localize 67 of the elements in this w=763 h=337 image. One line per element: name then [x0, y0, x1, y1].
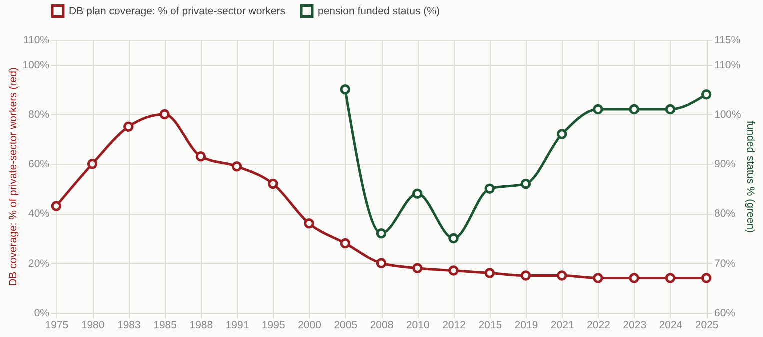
- point: [556, 129, 568, 140]
- x-tick-label: 1975: [45, 320, 69, 332]
- point: [160, 109, 170, 120]
- point: [51, 201, 62, 212]
- point: [232, 161, 242, 172]
- point: [701, 273, 712, 284]
- point: [701, 89, 712, 100]
- point: [376, 258, 387, 268]
- x-tick-label: 2015: [478, 320, 502, 332]
- x-tick-label: 1980: [81, 320, 105, 332]
- x-tick-label: 2025: [695, 320, 719, 332]
- x-tick-label: 1988: [190, 320, 214, 332]
- point: [665, 104, 676, 115]
- y2-tick-label: 100%: [714, 108, 742, 121]
- x-tick-label: 2024: [659, 320, 683, 332]
- point: [629, 104, 640, 115]
- point: [520, 178, 532, 190]
- y2-tick-label: 115%: [714, 34, 741, 46]
- point: [87, 158, 98, 170]
- point: [268, 178, 278, 190]
- point: [593, 273, 604, 284]
- point: [304, 218, 314, 229]
- point: [412, 263, 423, 274]
- point: [629, 273, 640, 284]
- x-tick-label: 2012: [442, 320, 466, 332]
- x-tick-label: 2008: [370, 320, 394, 332]
- point: [593, 104, 604, 115]
- x-tick-label: 2000: [298, 320, 322, 332]
- x-tick-label: 2023: [623, 320, 647, 332]
- point: [665, 273, 676, 284]
- x-tick-label: 2021: [550, 320, 574, 332]
- y2-tick-label: 70%: [714, 258, 736, 270]
- y-tick-label: 0%: [34, 308, 50, 320]
- y-tick-label: 100%: [22, 59, 50, 72]
- x-tick-label: 2005: [334, 320, 358, 332]
- y-tick-label: 80%: [28, 108, 50, 121]
- y2-axis-title: funded status % (green): [744, 120, 756, 234]
- point: [556, 270, 568, 281]
- legend-label: DB plan coverage: % of private-sector workers: [69, 5, 286, 18]
- x-tick-label: 1995: [262, 320, 286, 332]
- point: [484, 184, 495, 194]
- x-tick-label: 1983: [117, 320, 141, 332]
- y2-tick-label: 90%: [714, 158, 736, 171]
- point: [340, 238, 351, 249]
- point: [376, 228, 387, 239]
- point: [196, 152, 206, 162]
- y-tick-label: 40%: [28, 208, 50, 220]
- y-axis-title: DB coverage: % of private-sector workers (red): [8, 68, 20, 286]
- point: [448, 233, 459, 244]
- y-tick-label: 110%: [23, 34, 50, 46]
- point: [124, 122, 134, 132]
- x-tick-label: 1991: [226, 320, 250, 332]
- point: [520, 270, 532, 281]
- legend-label: pension funded status (%): [318, 5, 440, 18]
- x-tick-label: 2019: [514, 320, 538, 332]
- x-tick-label: 2010: [406, 320, 430, 332]
- x-tick-label: 2022: [587, 320, 611, 332]
- y2-tick-label: 80%: [714, 208, 736, 220]
- point: [412, 188, 423, 199]
- point: [340, 84, 351, 95]
- y2-tick-label: 60%: [714, 308, 736, 320]
- x-tick-label: 1985: [154, 320, 178, 332]
- y2-tick-label: 110%: [714, 59, 741, 72]
- y-tick-label: 20%: [28, 258, 50, 270]
- point: [448, 266, 459, 276]
- point: [484, 268, 495, 278]
- y-tick-label: 60%: [28, 158, 50, 171]
